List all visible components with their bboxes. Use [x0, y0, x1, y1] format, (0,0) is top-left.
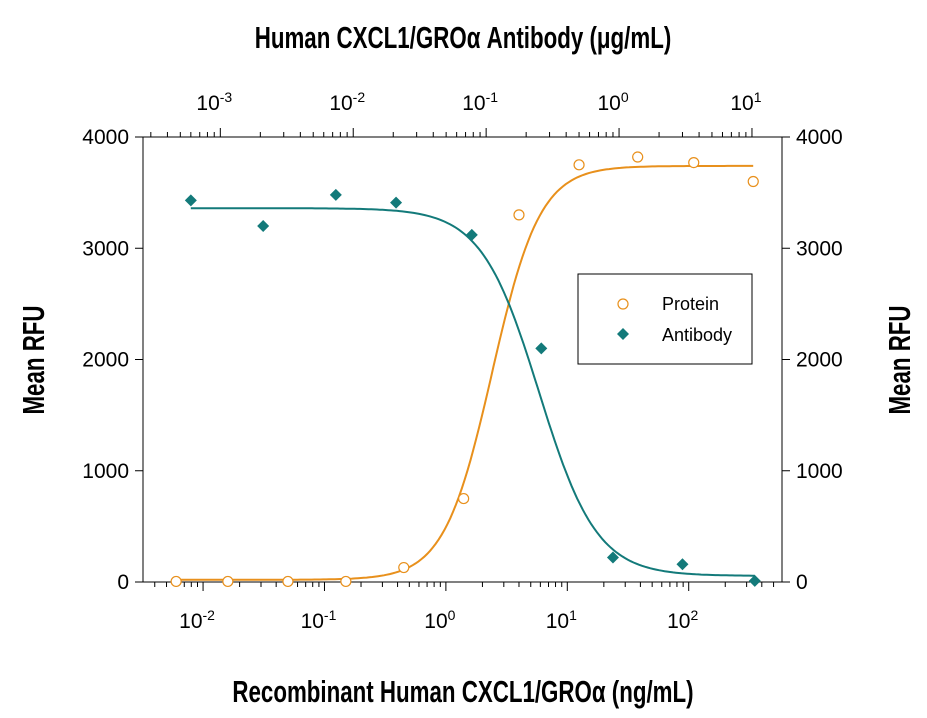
- antibody-point: [465, 228, 478, 241]
- antibody-point: [257, 220, 270, 232]
- protein-point: [458, 492, 470, 505]
- y-tick-label-right: 0: [796, 571, 808, 594]
- y-axis-label-left: Mean RFU: [16, 305, 50, 414]
- protein-point: [222, 575, 234, 588]
- legend-antibody-marker: [617, 328, 629, 340]
- y-tick-label-right: 4000: [796, 126, 843, 149]
- x-top-tick-label: 100: [597, 89, 628, 115]
- y-tick-label-left: 4000: [82, 126, 129, 149]
- legend-antibody-label: Antibody: [662, 325, 732, 345]
- protein-point: [632, 151, 644, 163]
- x-bottom-tick-label: 100: [424, 607, 455, 633]
- protein-point: [747, 175, 759, 188]
- x-bottom-tick-label: 10-2: [179, 607, 215, 633]
- antibody-point: [748, 574, 761, 587]
- legend-protein-label: Protein: [662, 294, 719, 314]
- antibody-point: [184, 194, 197, 207]
- x-top-tick-label: 101: [730, 89, 761, 115]
- protein-point: [398, 561, 410, 574]
- y-tick-label-right: 2000: [796, 349, 843, 372]
- chart-title: Human CXCL1/GROα Antibody (μg/mL): [255, 20, 672, 54]
- protein-fit-curve: [176, 164, 754, 581]
- y-axis-label-right: Mean RFU: [882, 305, 916, 414]
- y-tick-label-left: 2000: [82, 349, 129, 372]
- x-axis-label: Recombinant Human CXCL1/GROα (ng/mL): [232, 674, 693, 708]
- y-tick-label-left: 0: [117, 571, 129, 594]
- x-top-tick-label: 10-1: [462, 89, 498, 115]
- x-bottom-tick-label: 101: [546, 607, 577, 633]
- protein-point: [340, 575, 352, 588]
- antibody-point: [606, 551, 619, 564]
- legend-protein-marker: [617, 298, 629, 310]
- protein-point: [170, 575, 182, 588]
- antibody-fit-curve: [190, 207, 755, 577]
- chart-marks: 0 0 1000 1000 2000 2000 3000 3000 4000 4000 10-2 10…: [82, 89, 842, 633]
- x-top-tick-label: 10-2: [329, 89, 365, 115]
- antibody-point: [329, 188, 342, 201]
- antibody-point: [390, 196, 403, 209]
- x-top-tick-label: 10-3: [196, 89, 232, 115]
- legend-box: [577, 273, 753, 365]
- protein-point: [573, 159, 585, 171]
- legend: Protein Antibody: [577, 273, 753, 365]
- protein-point: [282, 575, 294, 588]
- y-tick-label-right: 3000: [796, 237, 843, 260]
- antibody-point: [535, 342, 548, 355]
- y-tick-label-right: 1000: [796, 460, 843, 483]
- y-tick-label-left: 1000: [82, 460, 129, 483]
- protein-point: [513, 209, 525, 221]
- x-bottom-tick-label: 10-1: [301, 607, 337, 633]
- x-bottom-tick-label: 102: [667, 607, 698, 633]
- antibody-point: [676, 558, 689, 571]
- protein-point: [688, 156, 700, 169]
- y-tick-label-left: 3000: [82, 237, 129, 260]
